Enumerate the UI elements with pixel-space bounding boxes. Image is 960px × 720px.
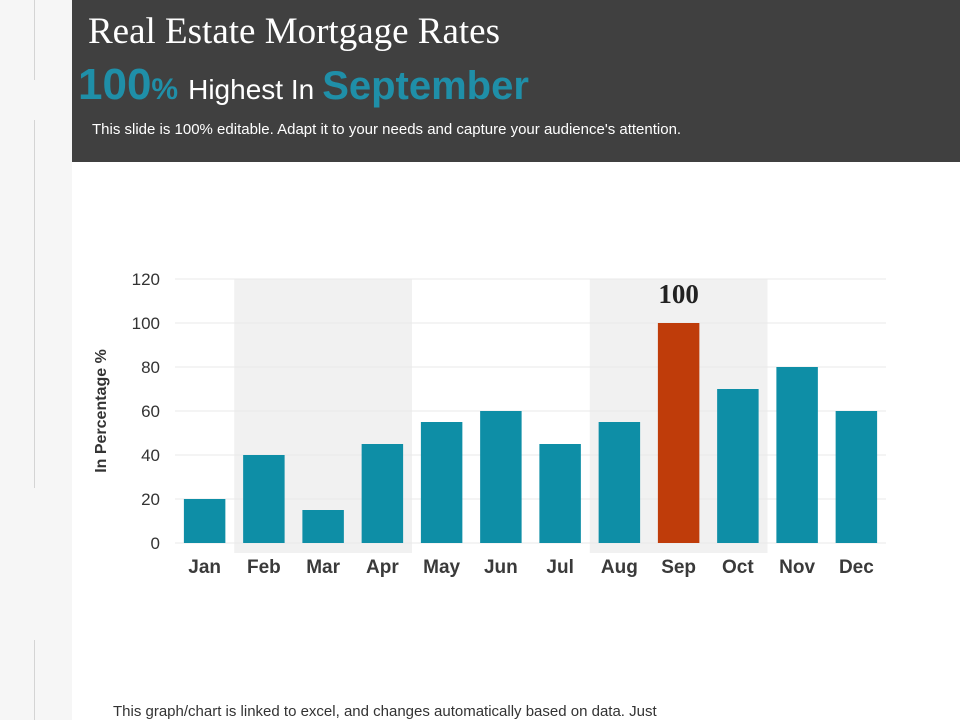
x-tick-label: Aug bbox=[601, 557, 638, 578]
x-tick-label: Dec bbox=[839, 557, 874, 578]
margin-line bbox=[34, 640, 35, 720]
bar bbox=[420, 422, 463, 543]
slide-description: This slide is 100% editable. Adapt it to… bbox=[92, 121, 682, 138]
bar bbox=[598, 422, 641, 543]
x-tick-label: Mar bbox=[306, 557, 340, 578]
bar bbox=[776, 367, 818, 543]
x-tick-label: Jan bbox=[188, 557, 221, 578]
y-tick-label: 120 bbox=[132, 270, 160, 289]
slide-title: Real Estate Mortgage Rates bbox=[88, 11, 501, 52]
footer-note: This graph/chart is linked to excel, and… bbox=[113, 703, 657, 720]
bar bbox=[835, 411, 878, 543]
margin-line bbox=[34, 0, 35, 80]
bar bbox=[717, 389, 759, 543]
bar-highlight bbox=[657, 323, 700, 543]
x-tick-label: Jul bbox=[546, 557, 573, 578]
headline-month: September bbox=[322, 64, 529, 108]
headline-value: 100 bbox=[78, 60, 152, 109]
data-label: 100 bbox=[658, 279, 699, 309]
x-tick-label: May bbox=[423, 557, 460, 578]
bar-chart: 0 20 40 60 80 100 120 In Percentage % Jan Feb Mar A… bbox=[93, 270, 886, 578]
headline: 100% Highest In September bbox=[78, 60, 529, 110]
x-tick-label: Oct bbox=[722, 557, 754, 578]
bar bbox=[361, 444, 404, 543]
bar bbox=[302, 510, 344, 543]
x-tick-label: Nov bbox=[779, 557, 815, 578]
left-margin-strip bbox=[0, 0, 72, 720]
x-tick-label: Sep bbox=[661, 557, 696, 578]
x-tick-label: Jun bbox=[484, 557, 518, 578]
bar bbox=[539, 444, 581, 543]
x-tick-label: Feb bbox=[247, 557, 281, 578]
y-tick-label: 40 bbox=[141, 446, 160, 465]
y-tick-label: 80 bbox=[141, 358, 160, 377]
bar bbox=[183, 499, 226, 543]
x-tick-label: Apr bbox=[366, 557, 399, 578]
header-banner: Real Estate Mortgage Rates 100% Highest I… bbox=[72, 0, 960, 162]
bar bbox=[480, 411, 522, 543]
y-tick-label: 0 bbox=[151, 534, 160, 553]
bar bbox=[243, 455, 285, 543]
y-tick-label: 20 bbox=[141, 490, 160, 509]
y-axis-label: In Percentage % bbox=[93, 349, 110, 473]
y-tick-label: 60 bbox=[141, 402, 160, 421]
headline-unit: % bbox=[151, 73, 179, 106]
headline-text: Highest In bbox=[188, 74, 315, 105]
margin-line bbox=[34, 120, 35, 488]
y-tick-label: 100 bbox=[132, 314, 160, 333]
